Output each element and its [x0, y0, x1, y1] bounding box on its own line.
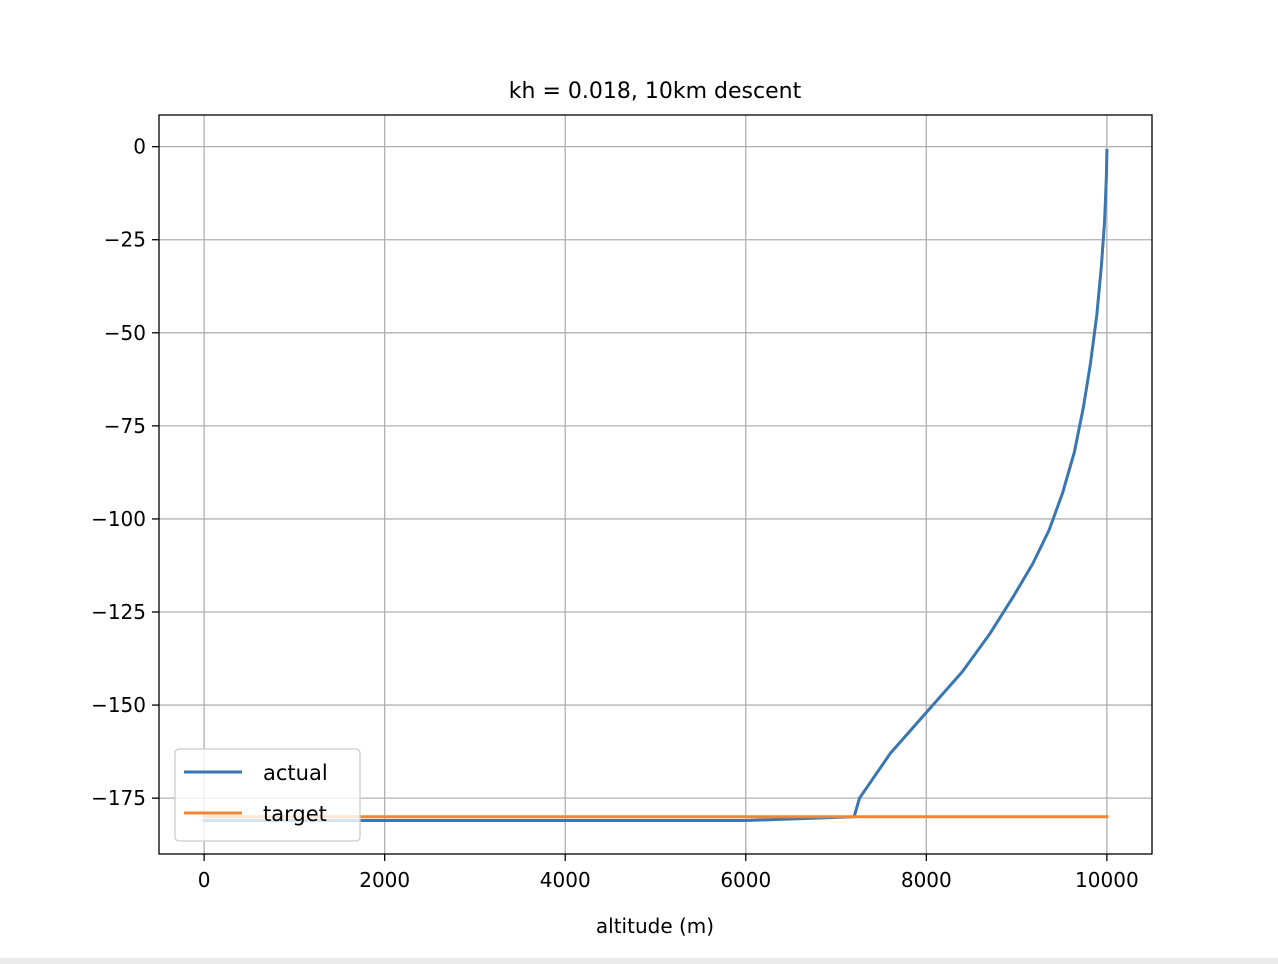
series-line-actual	[202, 148, 1109, 822]
legend-label-target: target	[263, 802, 327, 826]
x-tick-label: 0	[198, 868, 211, 892]
chart-title: kh = 0.018, 10km descent	[509, 79, 802, 104]
x-tick-label: 6000	[720, 868, 771, 892]
x-tick-label: 2000	[359, 868, 410, 892]
y-tick-label: −25	[104, 228, 146, 252]
legend-label-actual: actual	[263, 761, 328, 785]
grid-lines	[159, 115, 1152, 854]
y-tick-label: −125	[91, 600, 146, 624]
y-tick-label: −175	[91, 786, 146, 810]
x-tick-label: 10000	[1075, 868, 1139, 892]
x-tick-label: 8000	[901, 868, 952, 892]
x-axis-label: altitude (m)	[596, 914, 714, 938]
y-tick-label: −150	[91, 693, 146, 717]
window-bottom-edge	[0, 958, 1278, 964]
legend: actual target	[174, 748, 361, 842]
y-tick-label: −75	[104, 414, 146, 438]
y-tick-label: 0	[133, 135, 146, 159]
y-tick-label: −50	[104, 321, 146, 345]
plot-frame	[158, 114, 1153, 855]
plot-series	[202, 148, 1109, 822]
y-tick-label: −100	[91, 507, 146, 531]
axis-ticks: 0 2000 4000 6000 8000 10000 0 −25 −50 −75 −100 −125…	[91, 135, 1139, 892]
x-tick-label: 4000	[540, 868, 591, 892]
